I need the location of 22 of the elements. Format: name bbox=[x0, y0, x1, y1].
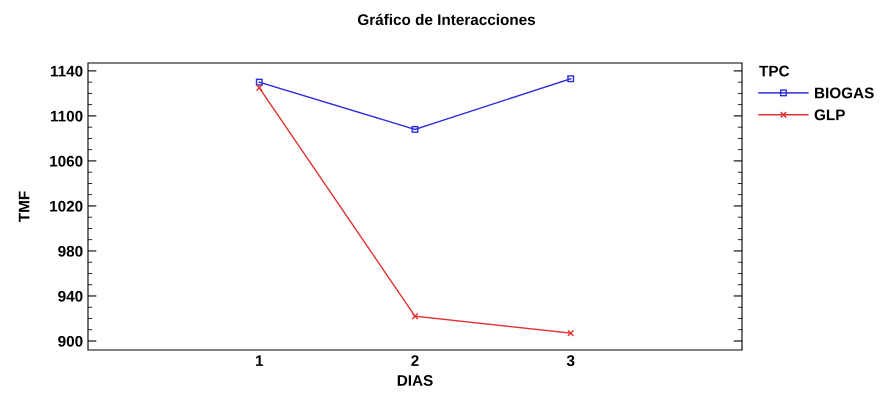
point bbox=[412, 126, 418, 133]
point bbox=[567, 75, 574, 82]
x-axis-title: DIAS bbox=[398, 375, 433, 386]
y-tick-label: 1100 bbox=[50, 110, 83, 122]
y-tick-label: 900 bbox=[58, 336, 83, 347]
point bbox=[256, 78, 263, 86]
x-tick-label: 1 bbox=[256, 355, 264, 366]
legend-title: TPC bbox=[759, 66, 790, 76]
y-tick-label: 980 bbox=[58, 246, 83, 257]
x-tick-label: 3 bbox=[566, 355, 574, 366]
y-tick-label: 1060 bbox=[50, 156, 83, 167]
point bbox=[412, 312, 418, 320]
x-tick-label: 2 bbox=[411, 355, 419, 366]
legend-label: GLP bbox=[814, 109, 845, 120]
y-tick-label: 1020 bbox=[50, 200, 83, 212]
y-tick-label: 940 bbox=[58, 290, 83, 302]
chart-title: Gráfico de Interacciones bbox=[358, 14, 536, 26]
y-tick-label: 1140 bbox=[50, 66, 83, 77]
legend-label: BIOGAS bbox=[815, 88, 874, 98]
point bbox=[256, 84, 263, 92]
y-axis-title: TMF bbox=[18, 191, 30, 222]
point bbox=[567, 330, 574, 337]
